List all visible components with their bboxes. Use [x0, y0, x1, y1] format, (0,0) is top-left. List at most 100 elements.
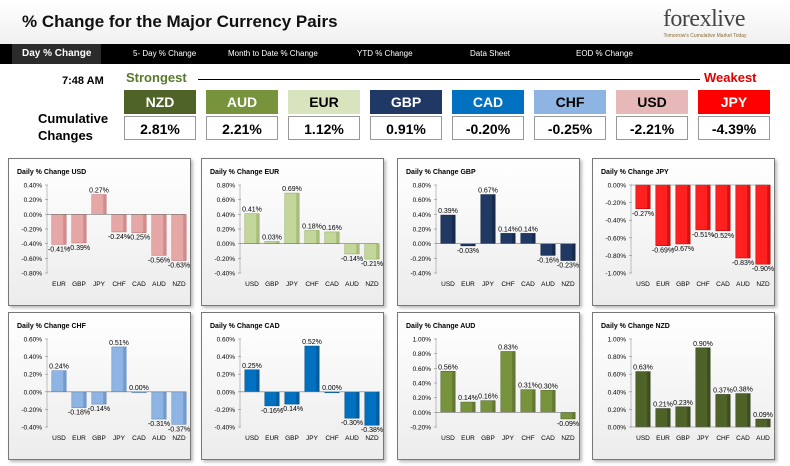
chart-panel-eur: Daily % Change EUR 0.80% 0.60% 0.40% 0.20% 0.… — [201, 158, 384, 306]
category-label: EUR — [656, 281, 670, 288]
y-tick-label: -0.40% — [410, 271, 431, 278]
y-tick-label: 0.00% — [24, 212, 43, 219]
chart-panel-gbp: Daily % Change GBP 0.80% 0.60% 0.40% 0.20% 0.… — [397, 158, 580, 306]
bar-shade — [123, 346, 127, 392]
category-label: CAD — [736, 435, 750, 442]
y-tick-label: 0.80% — [608, 354, 627, 361]
bar-shade — [687, 185, 691, 244]
data-label: -0.30% — [341, 420, 363, 427]
data-label: 0.41% — [242, 207, 262, 214]
chart-panel-chf: Daily % Change CHF 0.60% 0.40% 0.20% 0.00% -0… — [8, 312, 191, 460]
currency-code: CAD — [452, 90, 524, 114]
data-label: -0.51% — [692, 232, 714, 239]
tab-eod-change[interactable]: EOD % Change — [576, 49, 633, 58]
data-label: 0.25% — [242, 363, 262, 370]
data-label: -0.23% — [557, 263, 579, 270]
bar-shade — [163, 214, 167, 256]
currency-cumulative-value: -0.25% — [534, 116, 606, 140]
data-label: 0.16% — [478, 394, 498, 401]
bar-shade — [532, 233, 536, 244]
bar-shade — [452, 371, 456, 413]
category-label: JPY — [93, 281, 106, 288]
logo-tagline: Tomorrow's Cumulative Market Today — [663, 33, 747, 39]
bar-shade — [183, 391, 187, 425]
bar-shade — [143, 391, 147, 393]
data-label: -0.24% — [108, 234, 130, 241]
y-tick-label: 0.00% — [217, 241, 236, 248]
cumulative-changes-label: Cumulative Changes — [38, 110, 122, 144]
category-label: JPY — [113, 435, 126, 442]
category-label: AUD — [736, 281, 750, 288]
y-tick-label: -0.20% — [605, 200, 626, 207]
bar-shade — [492, 194, 496, 244]
bar-shade — [143, 214, 147, 233]
category-label: EUR — [461, 281, 475, 288]
data-label: -0.27% — [632, 211, 654, 218]
cumulative-label-line1: Cumulative — [38, 111, 109, 126]
chart-title: Daily % Change CAD — [210, 323, 280, 330]
currency-code: JPY — [698, 90, 770, 114]
y-tick-label: 0.60% — [24, 337, 43, 344]
bar-shade — [296, 193, 300, 244]
currency-code: CHF — [534, 90, 606, 114]
data-label: 0.23% — [673, 400, 693, 407]
tab-5-day-change[interactable]: 5- Day % Change — [133, 49, 197, 58]
tab-ytd-change[interactable]: YTD % Change — [357, 49, 413, 58]
category-label: JPY — [286, 281, 299, 288]
y-tick-label: 0.40% — [217, 354, 236, 361]
y-tick-label: 0.60% — [413, 366, 432, 373]
bar-shade — [123, 214, 127, 232]
currency-cumulative-value: 0.91% — [370, 116, 442, 140]
y-tick-label: 1.00% — [608, 337, 627, 344]
currency-code: GBP — [370, 90, 442, 114]
y-tick-label: 0.20% — [413, 227, 432, 234]
chart-title: Daily % Change USD — [17, 169, 87, 176]
category-label: GBP — [72, 281, 86, 288]
data-label: -0.21% — [361, 261, 383, 268]
bar-shade — [727, 185, 731, 231]
nav-bar: Day % Change 5- Day % Change Month to Da… — [0, 44, 790, 64]
category-label: USD — [441, 281, 455, 288]
y-tick-label: -0.60% — [21, 256, 42, 263]
tab-day-change[interactable]: Day % Change — [12, 44, 102, 64]
bar-shade — [256, 213, 260, 244]
bar-shade — [103, 194, 107, 215]
bar-shade — [472, 243, 476, 246]
chart-panel-jpy: Daily % Change JPY 0.00% -0.20% -0.40% -0.60… — [592, 158, 775, 306]
category-label: JPY — [697, 435, 710, 442]
data-label: 0.03% — [262, 234, 282, 241]
currency-code: AUD — [206, 90, 278, 114]
category-label: GBP — [92, 435, 106, 442]
data-label: 0.00% — [322, 385, 342, 392]
category-label: EUR — [461, 435, 475, 442]
y-tick-label: -0.60% — [605, 235, 626, 242]
bar-shade — [727, 394, 731, 427]
category-label: EUR — [265, 435, 279, 442]
bar-shade — [276, 391, 280, 406]
bar-shade — [492, 400, 496, 413]
data-label: -0.63% — [168, 263, 190, 270]
data-label: -0.14% — [281, 406, 303, 413]
category-label: NZD — [561, 435, 575, 442]
data-label: -0.14% — [341, 256, 363, 263]
data-label: 0.90% — [693, 341, 713, 348]
bar-chart: 1.00% 0.80% 0.60% 0.40% 0.20% 0.00% -0.20% 0.56… — [410, 337, 579, 443]
forexlive-logo[interactable]: forexlive Tomorrow's Cumulative Market T… — [644, 6, 764, 40]
category-label: JPY — [482, 281, 495, 288]
data-label: -0.69% — [652, 248, 674, 255]
chart-panel-usd: Daily % Change USD 0.40% 0.20% 0.00% -0.20% -… — [8, 158, 191, 306]
y-tick-label: -0.20% — [214, 407, 235, 414]
bar-chart: 0.80% 0.60% 0.40% 0.20% 0.00% -0.20% -0.40% 0.4… — [214, 183, 383, 289]
category-label: EUR — [52, 281, 66, 288]
y-tick-label: -0.40% — [214, 425, 235, 432]
y-tick-label: 0.40% — [24, 183, 43, 190]
y-tick-label: -0.40% — [214, 271, 235, 278]
chart-title: Daily % Change EUR — [210, 169, 280, 176]
tab-month-to-date[interactable]: Month to Date % Change — [228, 49, 318, 58]
currency-box-usd: USD -2.21% — [616, 90, 688, 140]
bar-shade — [647, 185, 651, 209]
currency-cumulative-value: 1.12% — [288, 116, 360, 140]
bar-shade — [336, 391, 340, 393]
tab-data-sheet[interactable]: Data Sheet — [470, 49, 511, 58]
category-label: GBP — [265, 281, 279, 288]
